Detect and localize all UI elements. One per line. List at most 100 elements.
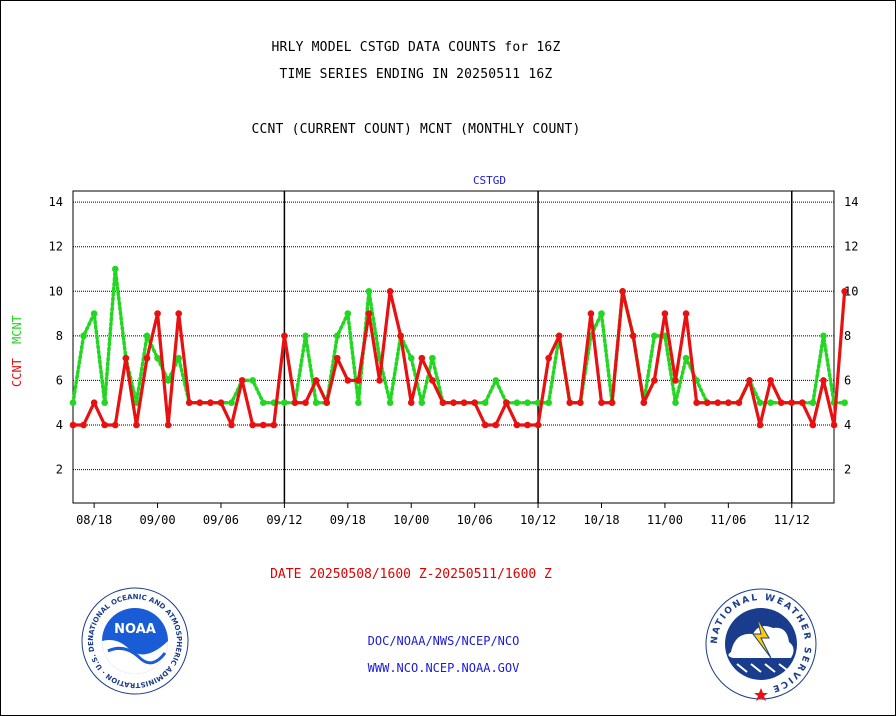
data-point-ccnt (133, 421, 140, 429)
data-point-mcnt (344, 310, 352, 317)
nws-logo: NATIONAL WEATHER SERVICE (705, 588, 817, 701)
data-point-mcnt (228, 399, 235, 407)
data-point-ccnt (640, 399, 648, 407)
data-point-ccnt (376, 377, 383, 384)
noaa-wordmark: NOAA (114, 622, 156, 637)
data-point-ccnt (481, 421, 489, 429)
data-point-ccnt (185, 399, 193, 407)
x-tick-label: 08/18 (76, 513, 112, 527)
data-point-ccnt (809, 421, 817, 429)
data-point-ccnt (207, 399, 214, 407)
noaa-logo: NATIONAL OCEANIC AND ATMOSPHERIC ADMINIS… (81, 587, 189, 695)
data-point-ccnt (471, 399, 478, 407)
data-point-ccnt (111, 421, 119, 429)
data-point-mcnt (312, 399, 320, 407)
data-point-mcnt (809, 399, 817, 407)
data-point-ccnt (756, 421, 764, 429)
data-point-ccnt (238, 377, 246, 384)
data-point-ccnt (460, 399, 468, 407)
data-point-ccnt (450, 399, 457, 407)
data-point-ccnt (587, 310, 595, 317)
data-point-ccnt (407, 399, 415, 407)
data-point-mcnt (481, 399, 489, 407)
data-point-ccnt (608, 399, 616, 407)
data-point-ccnt (228, 421, 235, 429)
data-point-mcnt (164, 377, 172, 384)
data-point-ccnt (735, 399, 743, 407)
x-tick-label: 10/00 (393, 513, 429, 527)
data-point-ccnt (69, 421, 77, 429)
data-point-ccnt (788, 399, 796, 407)
data-point-ccnt (164, 421, 172, 429)
data-point-mcnt (111, 265, 119, 273)
data-point-mcnt (492, 377, 500, 384)
data-point-mcnt (175, 354, 182, 362)
y-tick-label-left: 2 (56, 463, 63, 477)
chart-title-line1: HRLY MODEL CSTGD DATA COUNTS for 16Z (271, 40, 561, 55)
plot-frame (72, 190, 835, 504)
data-point-mcnt (682, 354, 690, 362)
data-point-ccnt (513, 421, 521, 429)
y-tick-label-left: 4 (56, 418, 63, 432)
data-point-ccnt (830, 421, 838, 429)
data-point-ccnt (577, 399, 584, 407)
data-point-ccnt (323, 399, 330, 407)
data-point-ccnt (746, 377, 753, 384)
data-point-ccnt (799, 399, 806, 407)
data-point-ccnt (598, 399, 605, 407)
data-point-mcnt (672, 399, 679, 407)
data-point-ccnt (492, 421, 500, 429)
data-point-mcnt (80, 332, 87, 340)
data-point-mcnt (513, 399, 521, 407)
series-layer (69, 265, 848, 429)
data-point-ccnt (365, 310, 373, 317)
data-point-ccnt (661, 310, 669, 317)
website-link[interactable]: WWW.NCO.NCEP.NOAA.GOV (367, 661, 520, 675)
data-point-mcnt (820, 332, 827, 340)
x-tick-label: 09/18 (330, 513, 366, 527)
data-point-ccnt (355, 377, 362, 384)
y-tick-label-right: 12 (844, 240, 858, 254)
x-tick-label: 10/12 (520, 513, 556, 527)
y-tick-label-left: 12 (49, 240, 63, 254)
data-point-ccnt (534, 421, 542, 429)
y-tick-label-right: 4 (844, 418, 851, 432)
data-point-mcnt (281, 399, 288, 407)
data-point-mcnt (598, 310, 605, 317)
data-point-ccnt (154, 310, 161, 317)
data-point-ccnt (270, 421, 278, 429)
data-point-ccnt (217, 399, 225, 407)
data-point-mcnt (154, 354, 161, 362)
chart-title-line2: TIME SERIES ENDING IN 20250511 16Z (279, 67, 553, 82)
data-point-ccnt (672, 377, 679, 384)
data-point-ccnt (249, 421, 256, 429)
data-point-mcnt (407, 354, 415, 362)
data-point-ccnt (714, 399, 722, 407)
data-point-ccnt (101, 421, 109, 429)
y-tick-label-right: 8 (844, 329, 851, 343)
data-point-ccnt (175, 310, 182, 317)
data-point-ccnt (302, 399, 309, 407)
label-layer: 2 2 4 4 6 6 8 8 10 10 12 12 14 14 08/18 09/00 09/06 09/12… (10, 174, 858, 527)
y-tick-label-right: 6 (844, 373, 851, 387)
date-range-label: DATE 20250508/1600 Z-20250511/1600 Z (270, 567, 552, 582)
data-point-ccnt (555, 332, 563, 340)
data-point-mcnt (386, 399, 394, 407)
data-point-ccnt (281, 332, 288, 340)
data-point-ccnt (651, 377, 658, 384)
org-path-link[interactable]: DOC/NOAA/NWS/NCEP/NCO (367, 634, 520, 648)
x-tick-label: 09/06 (203, 513, 239, 527)
data-point-mcnt (365, 287, 373, 295)
data-point-ccnt (429, 377, 436, 384)
data-point-ccnt (777, 399, 785, 407)
axis-title: CSTGD (473, 174, 506, 187)
data-point-mcnt (756, 399, 764, 407)
data-point-mcnt (333, 332, 341, 340)
data-point-ccnt (439, 399, 447, 407)
data-point-ccnt (122, 354, 130, 362)
data-point-mcnt (418, 399, 426, 407)
x-tick-label: 11/12 (774, 513, 810, 527)
data-point-ccnt (196, 399, 204, 407)
